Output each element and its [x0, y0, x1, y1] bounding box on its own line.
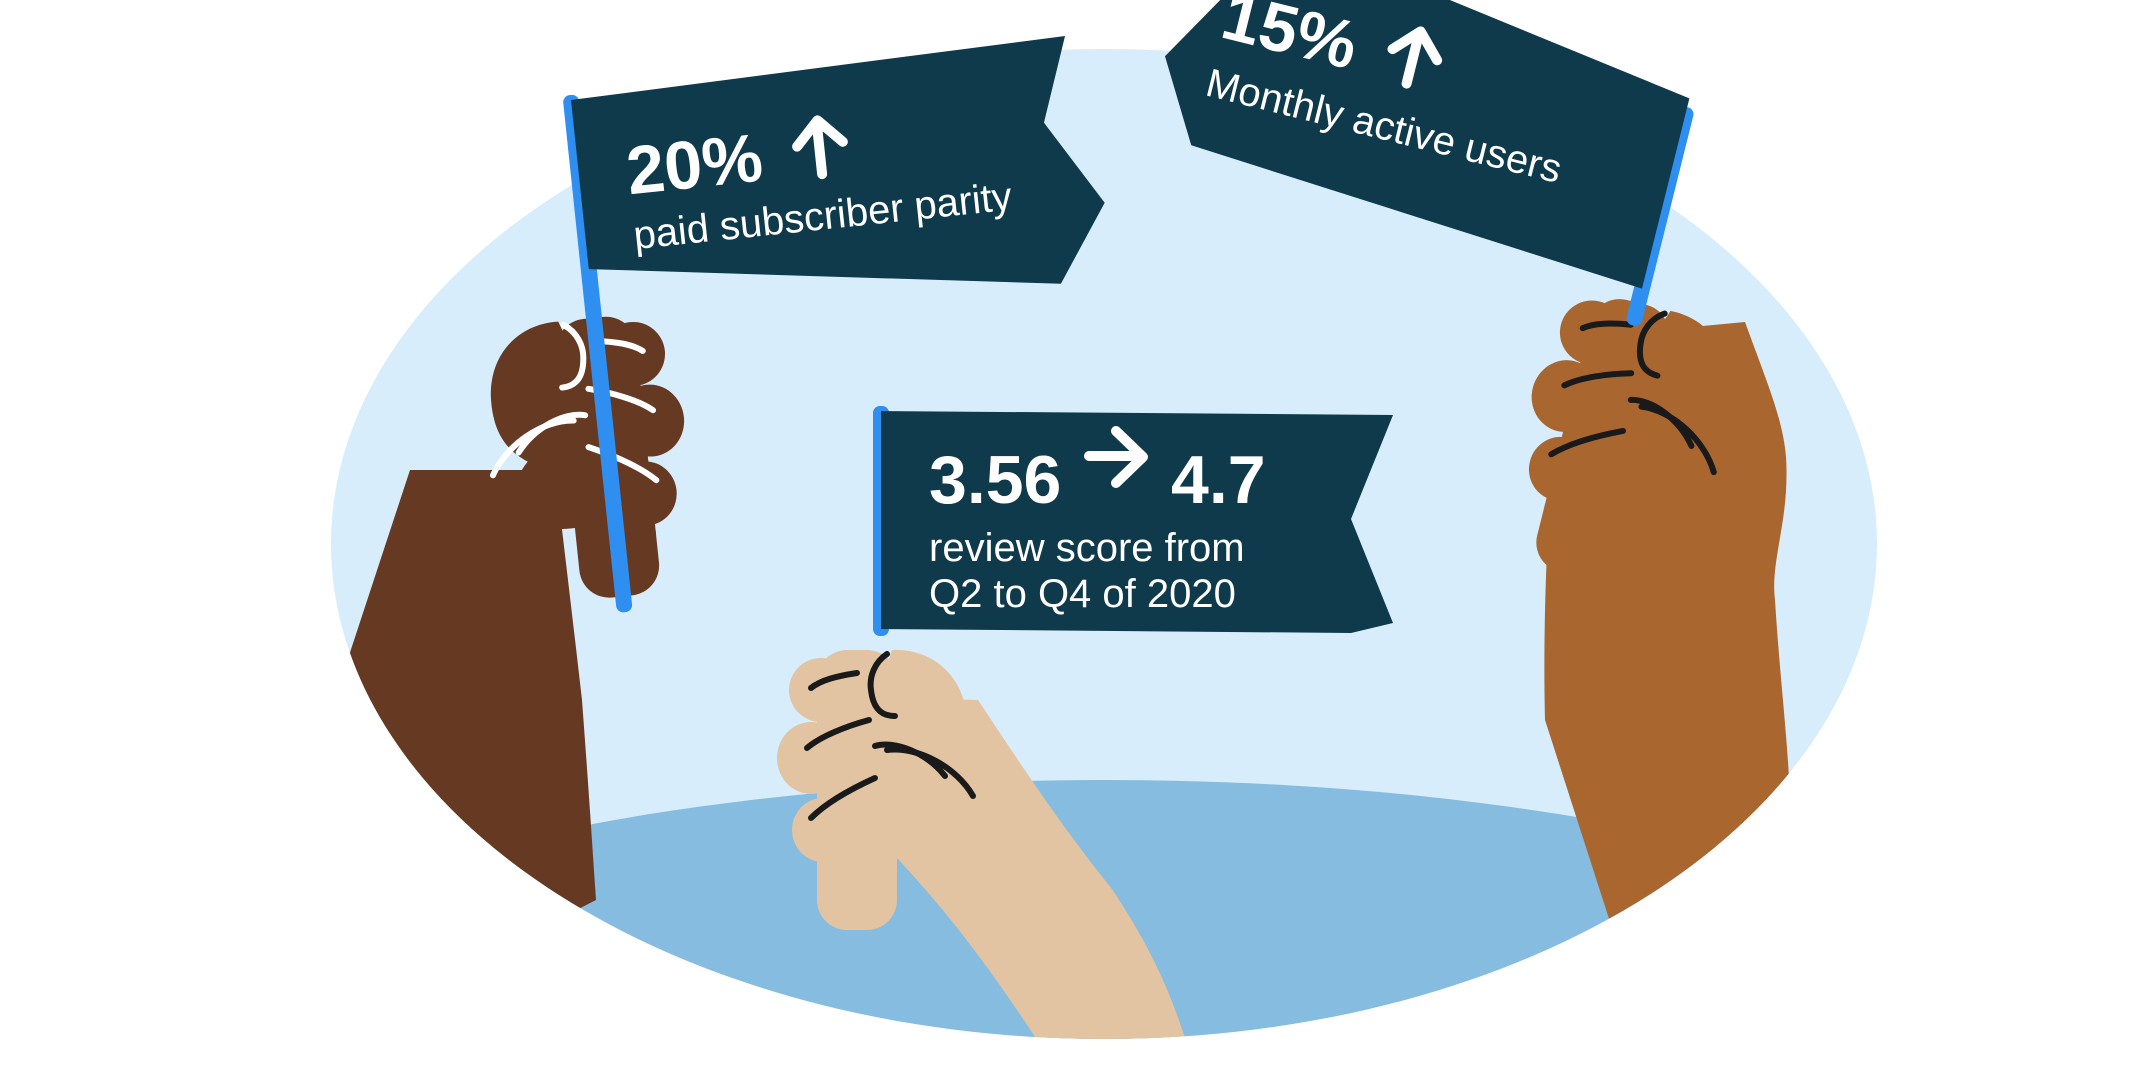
- svg-text:Q2 to Q4 of 2020: Q2 to Q4 of 2020: [929, 572, 1236, 616]
- svg-text:review score from: review score from: [929, 526, 1245, 570]
- svg-text:20%: 20%: [623, 120, 766, 210]
- svg-text:4.7: 4.7: [1171, 442, 1266, 518]
- svg-text:3.56: 3.56: [929, 442, 1061, 518]
